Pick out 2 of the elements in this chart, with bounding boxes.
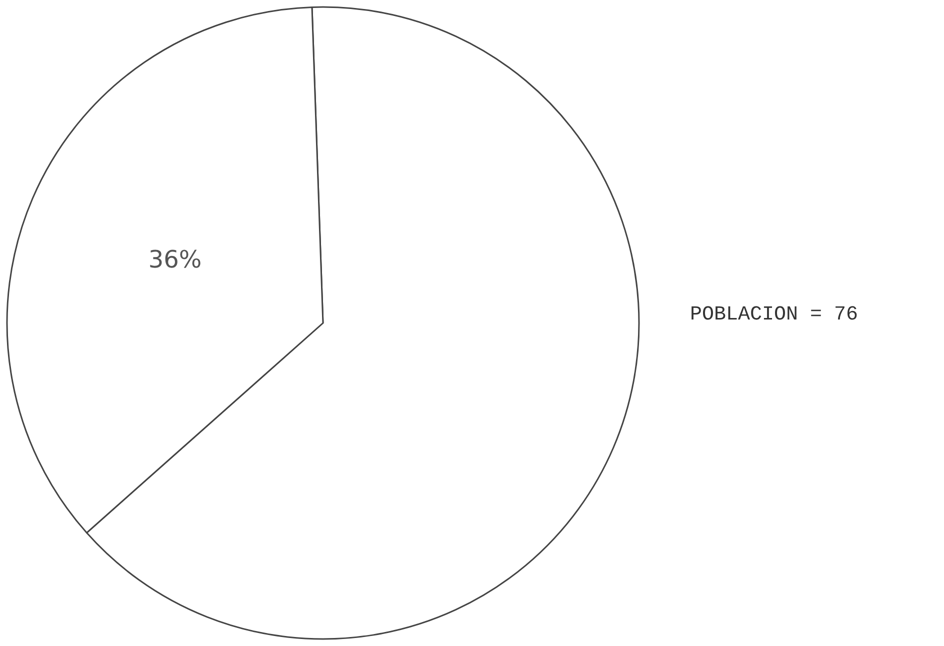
data-label: 36% [148,246,202,274]
text: POBLACION = 76 [690,304,858,326]
